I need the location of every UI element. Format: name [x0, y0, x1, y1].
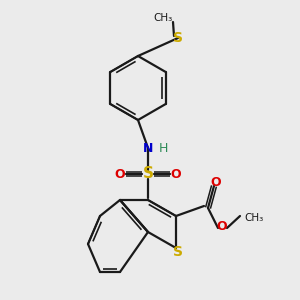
- Text: CH₃: CH₃: [153, 13, 172, 23]
- Text: CH₃: CH₃: [244, 213, 264, 223]
- Text: S: S: [173, 31, 183, 45]
- Text: N: N: [143, 142, 153, 154]
- Text: S: S: [173, 245, 183, 259]
- Text: S: S: [142, 167, 154, 182]
- Text: O: O: [115, 167, 125, 181]
- Text: O: O: [217, 220, 227, 232]
- Text: O: O: [211, 176, 221, 188]
- Text: O: O: [171, 167, 181, 181]
- Text: H: H: [158, 142, 168, 154]
